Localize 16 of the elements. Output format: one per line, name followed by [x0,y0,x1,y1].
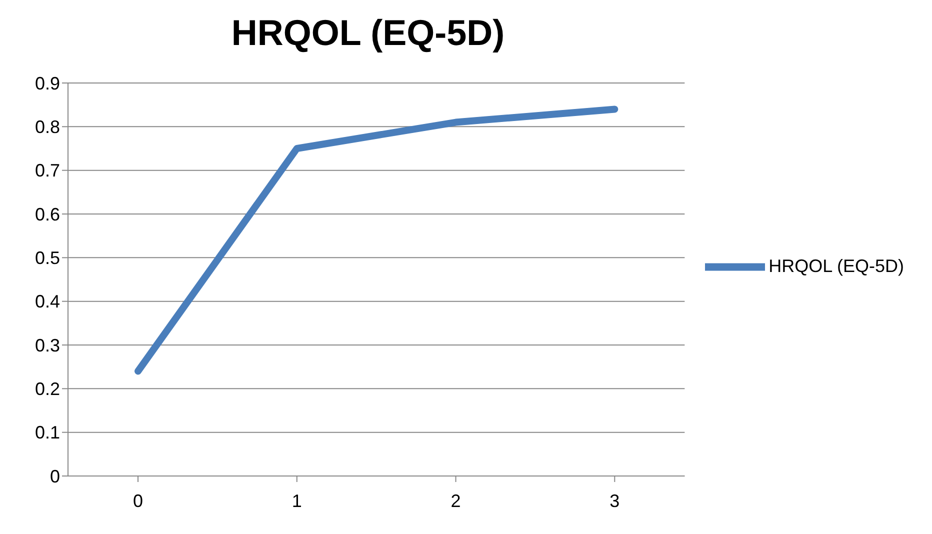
x-tick-label: 2 [450,490,461,511]
chart-title: HRQOL (EQ-5D) [230,12,506,54]
x-tick-label: 1 [292,490,302,511]
y-tick-label: 0.2 [34,379,60,400]
y-tick-label: 0.1 [34,422,60,443]
y-tick-label: 0.5 [34,248,60,268]
y-tick-label: 0 [50,466,60,486]
x-tick-label: 3 [610,490,620,511]
y-tick-label: 0.6 [34,204,60,224]
legend-label: HRQOL (EQ-5D) [768,256,904,276]
y-tick-label: 0.4 [34,292,60,312]
x-tick-label: 0 [132,490,144,511]
y-tick-label: 0.3 [34,335,60,356]
y-tick-label: 0.7 [34,160,60,181]
y-tick-label: 0.8 [34,117,60,138]
y-tick-label: 0.9 [34,73,60,94]
